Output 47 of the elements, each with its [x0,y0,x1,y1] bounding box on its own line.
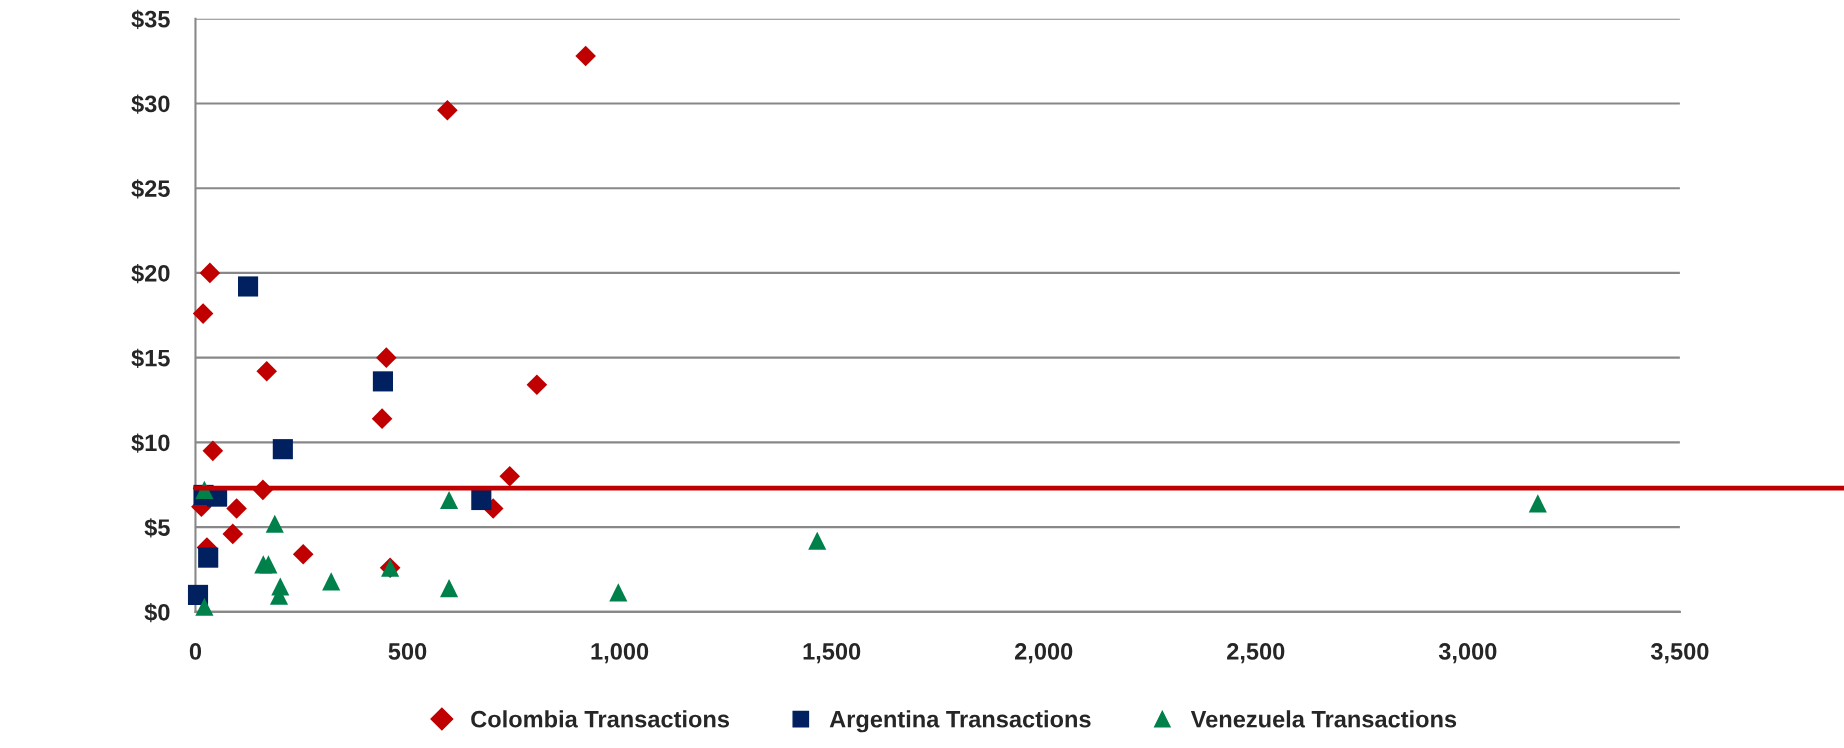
y-tick-label: $35 [131,9,170,30]
x-tick-label: 2,500 [1227,643,1285,664]
point [440,490,459,510]
y-tick-label: $30 [131,94,170,114]
point [265,514,284,533]
point [371,408,393,429]
x-tick-label: 1,500 [803,643,861,664]
point [202,440,224,462]
x-tick-label: 3,500 [1650,643,1709,664]
y-tick-label: $15 [131,348,170,368]
x-tick-label: 500 [388,643,427,660]
point [322,572,341,591]
point [237,276,259,297]
point [440,579,459,598]
point [376,347,397,368]
y-tick-label: $20 [131,263,170,284]
point [437,99,458,121]
point [1528,494,1547,513]
point [256,360,278,382]
point [471,489,492,511]
legend-label: Venezuela Transactions [1190,710,1457,728]
legend-label: Argentina Transactions [829,710,1091,733]
point [292,543,314,565]
x-tick-label: 3,000 [1438,643,1497,664]
x-tick-label: 2,000 [1014,643,1073,664]
point [272,439,293,460]
point [198,547,219,568]
point [372,371,393,392]
y-tick-label: $10 [131,433,170,453]
point [222,523,244,545]
point [187,584,209,605]
point [575,45,596,67]
y-tick-label: $25 [131,179,170,199]
x-tick-label: 1,000 [591,643,649,664]
point [526,374,548,396]
point [499,465,521,487]
y-tick-label: $0 [144,602,170,623]
point [259,555,278,574]
legend-label: Colombia Transactions [471,710,730,728]
point [609,583,628,602]
point [226,498,247,519]
point [192,303,214,324]
point [199,262,221,284]
x-tick-label: 0 [189,643,202,660]
point [808,531,827,550]
point [195,597,214,616]
y-tick-label: $5 [144,518,170,538]
